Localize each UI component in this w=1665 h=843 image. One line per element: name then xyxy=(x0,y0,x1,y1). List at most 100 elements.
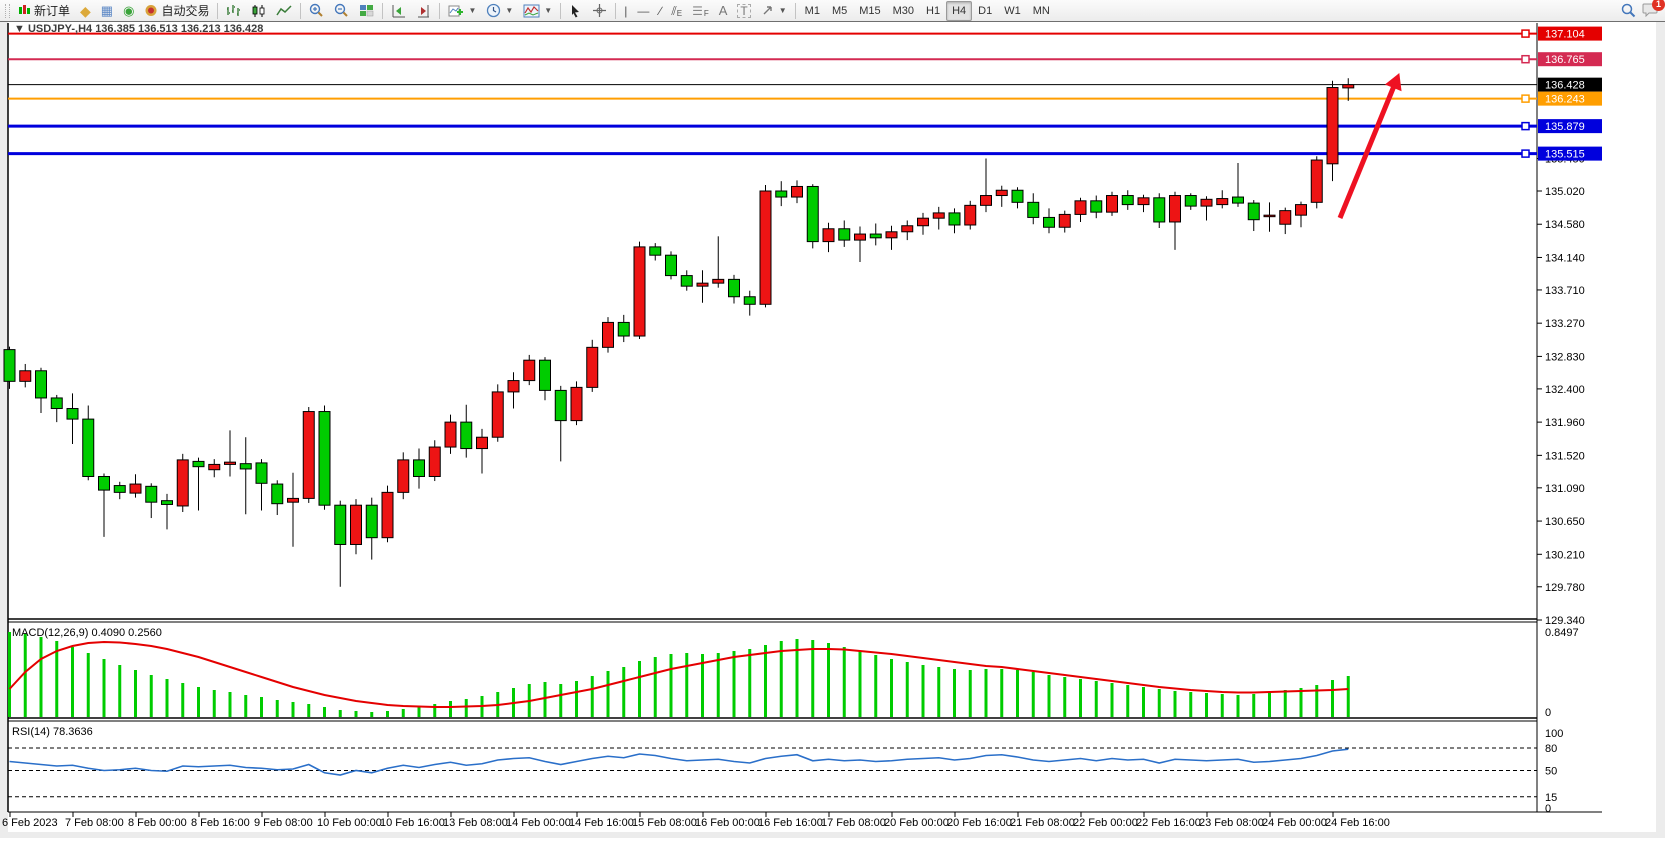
notifications-button[interactable]: 1 xyxy=(1642,0,1665,20)
candle xyxy=(649,243,662,261)
date-label: 24 Feb 00:00 xyxy=(1262,817,1327,829)
separator xyxy=(217,2,219,19)
navigator-icon: ◉ xyxy=(123,3,135,18)
price-tick-label: 129.340 xyxy=(1545,615,1585,627)
line-handle[interactable] xyxy=(1521,94,1530,103)
timeframe-H1[interactable]: H1 xyxy=(926,4,941,17)
line-handle[interactable] xyxy=(1521,54,1530,64)
candle xyxy=(1326,80,1339,182)
candle xyxy=(964,200,977,230)
price-axis[interactable]: 135.450135.020134.580134.140133.710133.2… xyxy=(1537,26,1602,815)
auto-scroll-button[interactable] xyxy=(411,0,436,22)
rsi-panel xyxy=(8,747,1537,798)
candle xyxy=(381,485,394,543)
market-watch-button[interactable]: ◆ xyxy=(75,0,96,22)
timeframe-M5[interactable]: M5 xyxy=(831,4,848,17)
price-tick-label: 131.960 xyxy=(1545,417,1585,429)
timeframe-W1[interactable]: W1 xyxy=(1004,4,1021,17)
indicators-button[interactable]: ▼ xyxy=(518,0,557,22)
rsi-scale-label: 50 xyxy=(1545,766,1557,778)
price-flag-136.243: 136.243 xyxy=(1538,91,1602,106)
candle xyxy=(838,220,851,247)
date-label: 23 Feb 08:00 xyxy=(1199,817,1264,829)
horizontal-line-tool[interactable]: — xyxy=(632,0,654,22)
line-handle[interactable] xyxy=(1521,149,1530,158)
separator xyxy=(615,2,617,19)
arrows-shapes-icon xyxy=(763,6,772,15)
candle xyxy=(523,354,536,386)
candle xyxy=(82,405,95,481)
price-tick-label: 131.090 xyxy=(1545,483,1585,495)
separator xyxy=(560,2,562,19)
trend-arrow[interactable] xyxy=(1337,73,1402,219)
new-chart-button[interactable]: ▼ xyxy=(443,0,481,22)
candle xyxy=(586,339,599,392)
vertical-line-tool[interactable]: | xyxy=(619,0,632,22)
new-order-label: 新订单 xyxy=(34,4,71,18)
vertical-line-icon: | xyxy=(624,3,628,18)
toolbar-grip[interactable] xyxy=(5,3,10,18)
timeframe-M15[interactable]: M15 xyxy=(859,4,881,17)
line-handle[interactable] xyxy=(1521,29,1530,38)
price-tick-label: 133.270 xyxy=(1545,318,1585,330)
timeframe-H4[interactable]: H4 xyxy=(946,0,973,21)
periods-clock-icon xyxy=(487,3,501,18)
data-window-button[interactable]: ▦ xyxy=(96,0,118,22)
new-order-icon xyxy=(19,5,30,14)
fibonacci-tool[interactable]: ☰ F xyxy=(687,0,714,22)
zoom-out-button[interactable] xyxy=(329,0,354,22)
candle xyxy=(192,457,205,511)
candle xyxy=(1121,190,1134,210)
text-label-tool[interactable]: T xyxy=(732,0,755,22)
candle xyxy=(948,208,961,234)
crosshair-button[interactable] xyxy=(587,0,612,22)
periods-button[interactable]: ▼ xyxy=(481,0,518,22)
channel-tool[interactable]: ⫽ E xyxy=(666,0,687,22)
bar-chart-button[interactable] xyxy=(221,0,246,22)
candle xyxy=(1279,207,1292,235)
symbol-ohlc-label: ▼ USDJPY-,H4 136.385 136.513 136.213 136… xyxy=(14,23,263,35)
line-chart-button[interactable] xyxy=(271,0,297,22)
time-axis[interactable]: 6 Feb 2023 7 Feb 08:00 8 Feb 00:00 8 Feb 16… xyxy=(2,812,1390,829)
chart-shift-button[interactable] xyxy=(386,0,411,22)
candle xyxy=(1342,78,1355,101)
tile-windows-button[interactable] xyxy=(354,0,379,22)
candle xyxy=(554,385,567,462)
candlestick-chart-button[interactable] xyxy=(246,0,271,22)
candle xyxy=(491,384,504,442)
indicators-icon xyxy=(523,4,540,17)
zoom-in-button[interactable] xyxy=(304,0,329,22)
trendline-tool[interactable]: ∕ xyxy=(654,0,666,22)
dropdown-caret: ▼ xyxy=(505,6,514,15)
candle xyxy=(743,290,756,316)
line-handle[interactable] xyxy=(1521,121,1530,131)
timeframe-D1[interactable]: D1 xyxy=(978,4,993,17)
horizontal-price-lines[interactable] xyxy=(8,29,1537,158)
price-tick-label: 133.710 xyxy=(1545,285,1585,297)
cursor-button[interactable] xyxy=(564,0,587,22)
timeframe-MN[interactable]: MN xyxy=(1032,4,1050,17)
text-tool[interactable]: A xyxy=(714,0,733,22)
new-order-button[interactable]: 新订单 xyxy=(13,0,75,22)
date-label: 16 Feb 00:00 xyxy=(695,817,760,829)
candle xyxy=(901,220,914,241)
date-label: 17 Feb 08:00 xyxy=(821,817,886,829)
timeframe-M1[interactable]: M1 xyxy=(804,4,820,17)
timeframe-M30[interactable]: M30 xyxy=(892,4,915,17)
candle xyxy=(854,226,866,262)
autotrade-button[interactable]: 自动交易 xyxy=(139,0,214,22)
date-label: 6 Feb 2023 xyxy=(2,817,58,829)
candle xyxy=(995,185,1008,207)
zoom-in-icon xyxy=(310,3,324,17)
date-label: 14 Feb 00:00 xyxy=(506,817,571,829)
candle xyxy=(728,274,740,304)
candle xyxy=(1295,201,1307,228)
candle xyxy=(1137,194,1150,213)
candle xyxy=(602,317,614,353)
arrows-tool[interactable]: ▼ xyxy=(756,0,792,22)
search-icon[interactable] xyxy=(1621,3,1636,18)
candle xyxy=(19,363,32,388)
navigator-button[interactable]: ◉ xyxy=(118,0,139,22)
